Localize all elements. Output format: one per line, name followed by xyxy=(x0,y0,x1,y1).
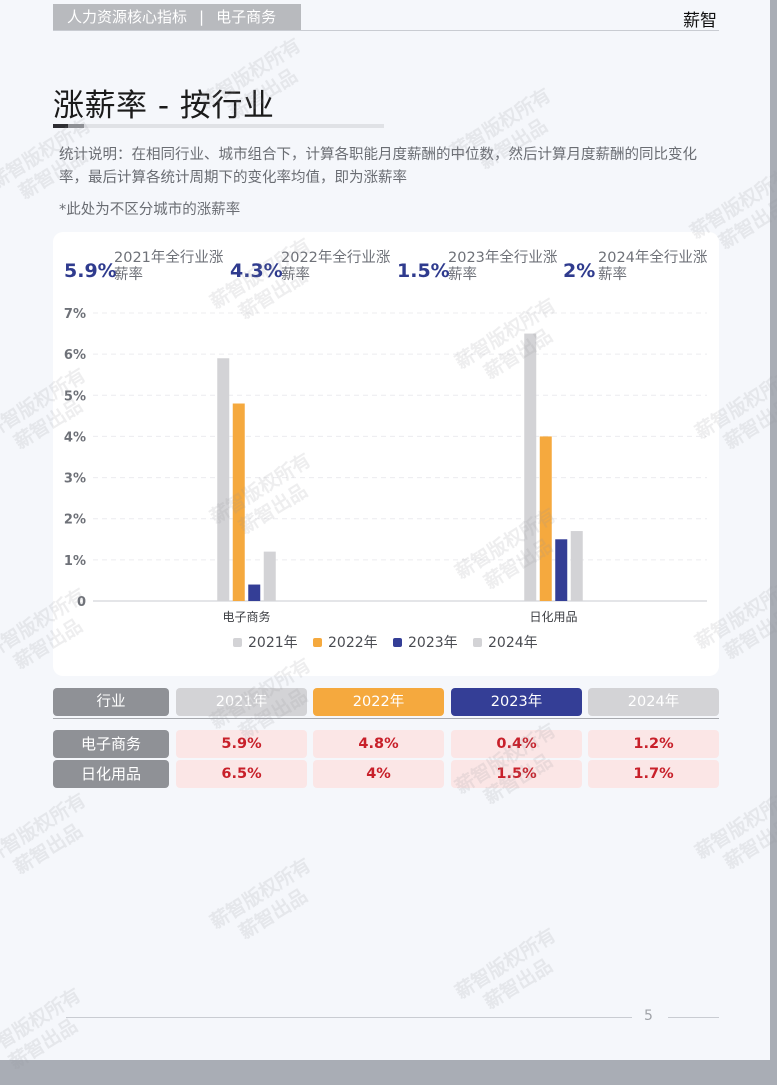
table-row-label: 日化用品 xyxy=(53,760,169,788)
table-cell: 1.2% xyxy=(588,730,719,758)
watermark: 薪智版权所有薪智出品 xyxy=(206,854,315,944)
header-divider xyxy=(53,30,719,31)
x-tick-label: 日化用品 xyxy=(529,610,577,624)
legend-swatch xyxy=(313,638,322,647)
y-tick-label: 7% xyxy=(64,307,86,322)
kpi-value: 4.3% xyxy=(230,260,283,282)
breadcrumb-separator: | xyxy=(199,8,205,26)
watermark: 薪智版权所有薪智出品 xyxy=(0,789,90,879)
table-cell: 1.7% xyxy=(588,760,719,788)
y-tick-label: 6% xyxy=(64,348,86,363)
y-tick-label: 3% xyxy=(64,472,86,487)
kpi-value: 1.5% xyxy=(397,260,450,282)
legend-swatch xyxy=(473,638,482,647)
table-cell: 0.4% xyxy=(451,730,582,758)
y-tick-label: 4% xyxy=(64,430,86,445)
breadcrumb-section[interactable]: 人力资源核心指标 xyxy=(67,8,188,26)
title-underline xyxy=(53,124,384,128)
kpi-value: 5.9% xyxy=(64,260,117,282)
bar xyxy=(248,584,261,601)
bar-chart: 0 1% 2% 3% 4% 5% 6% 7% 电子商务 日化用品 2021年 2022年 2023年 20… xyxy=(64,307,707,651)
legend-label: 2023年 xyxy=(408,635,458,651)
y-tick-label: 5% xyxy=(64,389,86,404)
footer-divider xyxy=(668,1017,719,1018)
bar xyxy=(555,539,568,601)
legend-swatch xyxy=(393,638,402,647)
y-tick-label: 2% xyxy=(64,513,86,528)
kpi-value: 2% xyxy=(563,260,596,282)
kpi-label: 2024年全行业涨薪率 xyxy=(598,250,708,283)
breadcrumb: 人力资源核心指标 | 电子商务 xyxy=(53,4,301,30)
table-cell: 4% xyxy=(313,760,444,788)
watermark: 薪智版权所有薪智出品 xyxy=(691,784,777,874)
footer-divider xyxy=(66,1017,632,1018)
watermark: 薪智版权所有薪智出品 xyxy=(451,924,560,1014)
bar xyxy=(524,333,537,601)
bar xyxy=(232,403,245,601)
table-header-2022: 2022年 xyxy=(313,688,444,716)
report-page: 人力资源核心指标 | 电子商务 薪智 涨薪率 - 按行业 统计说明：在相同行业、城市… xyxy=(0,0,770,1060)
chart-card xyxy=(53,232,719,676)
brand-logo-text: 薪智 xyxy=(683,11,717,31)
bar xyxy=(539,436,552,601)
table-cell: 5.9% xyxy=(176,730,307,758)
watermark: 薪智版权所有薪智出品 xyxy=(0,984,85,1074)
bar xyxy=(263,551,276,601)
kpi-label: 2023年全行业涨薪率 xyxy=(448,250,558,283)
table-row-label: 电子商务 xyxy=(53,730,169,758)
legend-label: 2024年 xyxy=(488,635,538,651)
table-cell: 1.5% xyxy=(451,760,582,788)
table-cell: 6.5% xyxy=(176,760,307,788)
y-tick-label: 1% xyxy=(64,554,86,569)
page-title: 涨薪率 - 按行业 xyxy=(53,88,275,124)
y-tick-label: 0 xyxy=(77,595,86,610)
kpi-label: 2021年全行业涨薪率 xyxy=(114,250,224,283)
legend-swatch xyxy=(233,638,242,647)
legend-label: 2021年 xyxy=(248,635,298,651)
table-cell: 4.8% xyxy=(313,730,444,758)
bar xyxy=(217,358,230,601)
table-header-2021: 2021年 xyxy=(176,688,307,716)
table-header-2023: 2023年 xyxy=(451,688,582,716)
bar xyxy=(570,531,583,601)
breadcrumb-industry[interactable]: 电子商务 xyxy=(216,8,277,26)
table-divider xyxy=(53,718,719,719)
statistics-description: 统计说明：在相同行业、城市组合下，计算各职能月度薪酬的中位数，然后计算月度薪酬的… xyxy=(59,147,697,186)
table-header-2024: 2024年 xyxy=(588,688,719,716)
x-tick-label: 电子商务 xyxy=(222,609,270,624)
kpi-label: 2022年全行业涨薪率 xyxy=(281,250,391,283)
table-header-industry: 行业 xyxy=(53,688,169,716)
legend-label: 2022年 xyxy=(328,635,378,651)
page-number: 5 xyxy=(644,1008,653,1024)
footnote: *此处为不区分城市的涨薪率 xyxy=(59,202,241,218)
